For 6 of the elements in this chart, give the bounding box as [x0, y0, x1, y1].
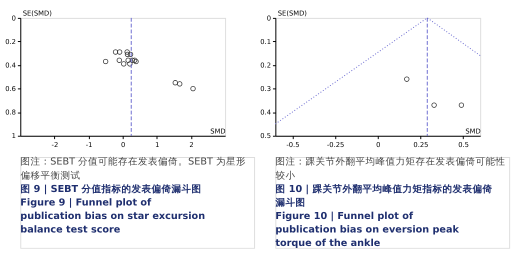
- text: Figure 10 | Funnel plot of publication bias on eversion peak torque of the ankle: [275, 210, 460, 249]
- text: 图注：踝关节外翻平均峰值力矩存在发表偏倚可能性较小: [275, 156, 506, 182]
- text: 图 9 | SEBT 分值指标的发表偏倚漏斗图: [20, 182, 202, 195]
- text: 图注：SEBT 分值可能存在发表偏倚。SEBT 为星形偏移平衡测试: [20, 156, 246, 182]
- text: Figure 9 | Funnel plot of publication bias on star excursion balance test score: [20, 197, 206, 236]
- text: 图 10 | 踝关节外翻平均峰值力矩指标的发表偏倚漏斗图: [274, 182, 492, 208]
